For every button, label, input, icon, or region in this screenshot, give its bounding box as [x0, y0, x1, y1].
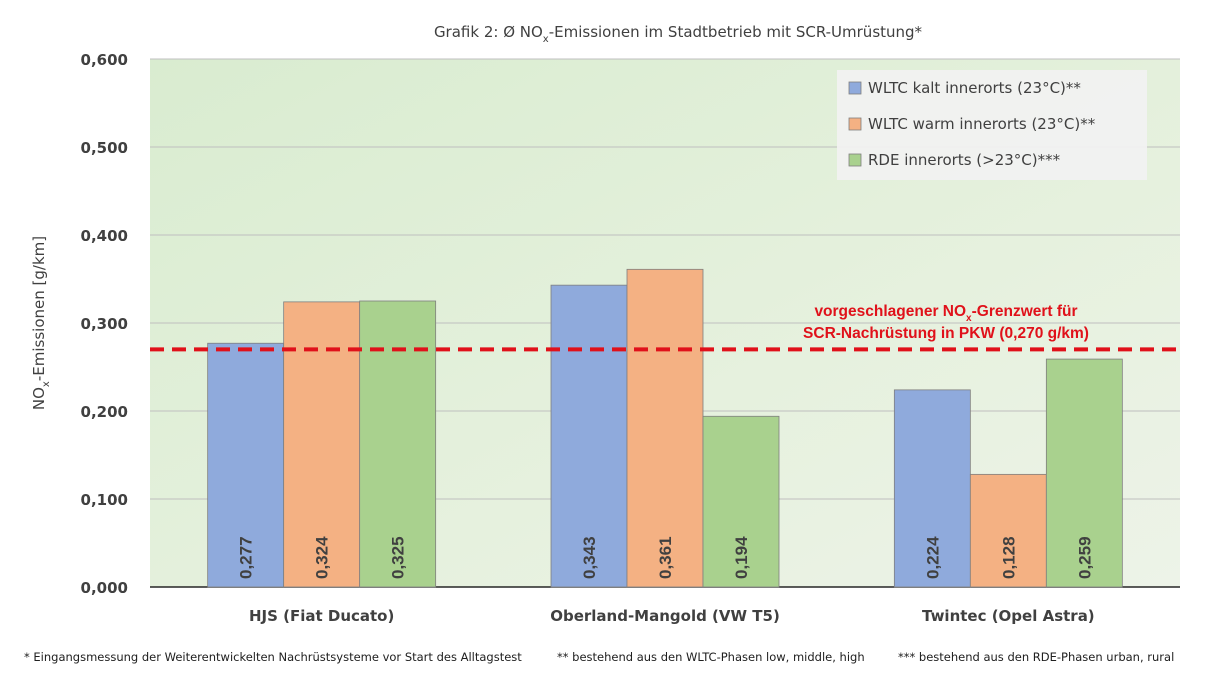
- legend-label: RDE innerorts (>23°C)***: [868, 151, 1061, 169]
- bar-value-label: 0,128: [999, 536, 1018, 579]
- x-category-label: Oberland-Mangold (VW T5): [550, 607, 780, 625]
- y-axis-ticks: 0,000 0,100 0,200 0,300 0,400 0,500 0,600: [81, 51, 128, 597]
- bar: [283, 301, 361, 588]
- bar-value-label: 0,343: [580, 536, 599, 579]
- bar-value-label: 0,277: [237, 536, 256, 579]
- y-tick-label: 0,600: [81, 51, 128, 69]
- footnote-1: * Eingangsmessung der Weiterentwickelten…: [24, 650, 522, 664]
- legend: WLTC kalt innerorts (23°C)** WLTC warm in…: [837, 70, 1147, 180]
- x-category-label: HJS (Fiat Ducato): [249, 607, 394, 625]
- limit-label-line2: SCR-Nachrüstung in PKW (0,270 g/km): [803, 325, 1089, 342]
- bar-value-label: 0,194: [732, 536, 751, 579]
- bar-value-label: 0,361: [656, 536, 675, 579]
- bar: [893, 389, 971, 588]
- bar: [1045, 358, 1123, 588]
- legend-label: WLTC warm innerorts (23°C)**: [868, 115, 1096, 133]
- data-labels: 0,277 0,324 0,325 0,343 0,361 0,194 0,224 0,128…: [237, 536, 1095, 579]
- y-tick-label: 0,200: [81, 403, 128, 421]
- y-tick-label: 0,400: [81, 227, 128, 245]
- bar: [550, 284, 628, 588]
- bar: [969, 473, 1047, 588]
- footnote-2: ** bestehend aus den WLTC-Phasen low, mi…: [557, 650, 865, 664]
- bar: [626, 268, 704, 588]
- x-axis-categories: HJS (Fiat Ducato) Oberland-Mangold (VW T5…: [249, 607, 1095, 625]
- legend-box: [837, 70, 1147, 180]
- legend-swatch: [848, 117, 862, 131]
- bar: [702, 415, 780, 588]
- bar-value-label: 0,325: [389, 536, 408, 579]
- bars: [207, 268, 1123, 588]
- y-tick-label: 0,000: [81, 579, 128, 597]
- y-axis-label: NOx-Emissionen [g/km]: [30, 236, 52, 410]
- x-category-label: Twintec (Opel Astra): [922, 607, 1095, 625]
- y-tick-label: 0,300: [81, 315, 128, 333]
- legend-swatch: [848, 153, 862, 167]
- bar-value-label: 0,259: [1075, 536, 1094, 579]
- bar-value-label: 0,324: [313, 536, 332, 579]
- bar: [207, 342, 285, 588]
- limit-label-line1: vorgeschlagener NOx-Grenzwert für: [814, 303, 1077, 324]
- footnote-3: *** bestehend aus den RDE-Phasen urban, …: [898, 650, 1174, 664]
- bar-value-label: 0,224: [923, 536, 942, 579]
- legend-swatch: [848, 81, 862, 95]
- y-tick-label: 0,100: [81, 491, 128, 509]
- chart-title: Grafik 2: Ø NOx-Emissionen im Stadtbetri…: [434, 23, 923, 45]
- y-tick-label: 0,500: [81, 139, 128, 157]
- legend-label: WLTC kalt innerorts (23°C)**: [868, 79, 1081, 97]
